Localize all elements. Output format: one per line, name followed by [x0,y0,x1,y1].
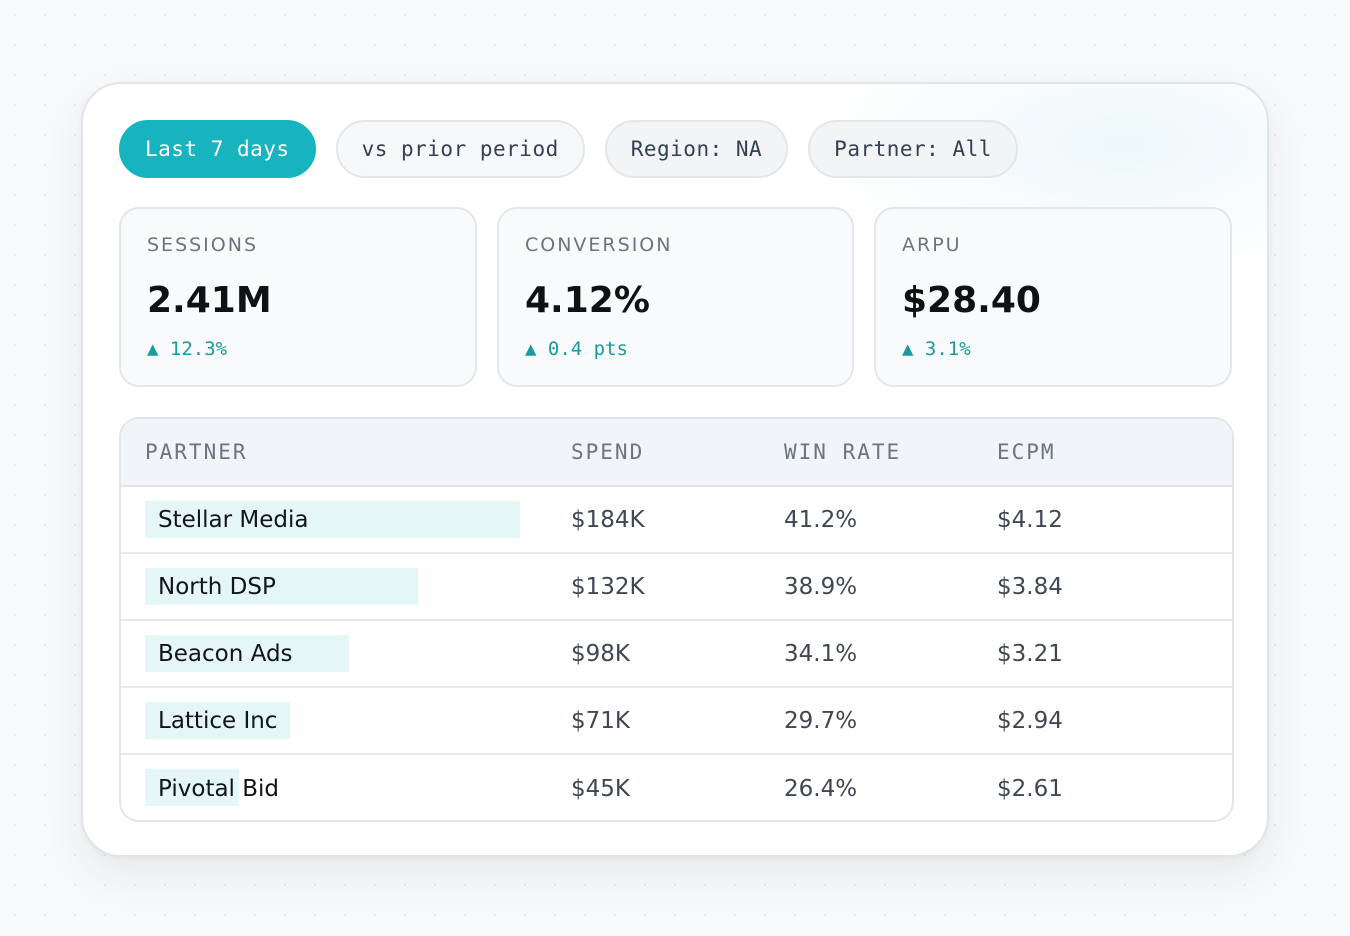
column-header-ecpm[interactable]: ECPM [997,440,1056,464]
filter-chip-comparison[interactable]: vs prior period [335,120,585,178]
partner-name: Stellar Media [158,506,309,533]
win-rate-cell: 41.2% [784,506,858,533]
spend-bar [145,568,418,605]
win-rate-cell: 29.7% [784,707,858,734]
kpi-value: 2.41M [147,280,272,321]
kpi-card-conversion: CONVERSION 4.12% ▲ 0.4 pts [497,207,854,387]
ecpm-cell: $4.12 [997,506,1063,533]
partner-table: PARTNER SPEND WIN RATE ECPM Stellar Medi… [119,417,1234,822]
kpi-value: 4.12% [525,280,650,321]
table-row[interactable]: Pivotal Bid $45K 26.4% $2.61 [121,755,1232,820]
spend-cell: $132K [571,573,645,600]
spend-bar [145,769,239,806]
kpi-label: SESSIONS [147,234,259,256]
spend-bar [145,635,349,672]
column-header-partner[interactable]: PARTNER [145,440,248,464]
spend-cell: $45K [571,775,630,802]
table-row[interactable]: Lattice Inc $71K 29.7% $2.94 [121,688,1232,755]
win-rate-cell: 38.9% [784,573,858,600]
spend-cell: $98K [571,640,630,667]
ecpm-cell: $3.21 [997,640,1063,667]
filter-chip-region[interactable]: Region: NA [604,120,789,178]
filter-chip-partner[interactable]: Partner: All [808,120,1018,178]
kpi-label: CONVERSION [525,234,673,256]
spend-cell: $184K [571,506,645,533]
kpi-card-sessions: SESSIONS 2.41M ▲ 12.3% [119,207,477,387]
kpi-value: $28.40 [902,280,1041,321]
kpi-delta: ▲ 12.3% [147,338,228,360]
partner-cell: Pivotal Bid [121,755,571,820]
ecpm-cell: $2.61 [997,775,1063,802]
partner-cell: North DSP [121,554,571,619]
win-rate-cell: 34.1% [784,640,858,667]
partner-name: Pivotal Bid [158,775,280,802]
kpi-row: SESSIONS 2.41M ▲ 12.3% CONVERSION 4.12% … [119,207,1232,387]
kpi-card-arpu: ARPU $28.40 ▲ 3.1% [874,207,1232,387]
spend-bar [145,702,290,739]
kpi-label: ARPU [902,234,962,256]
kpi-delta: ▲ 0.4 pts [525,338,628,360]
filter-bar: Last 7 days vs prior period Region: NA P… [119,120,1018,178]
dashboard-card: Last 7 days vs prior period Region: NA P… [81,82,1269,857]
column-header-spend[interactable]: SPEND [571,440,645,464]
table-header: PARTNER SPEND WIN RATE ECPM [121,419,1232,487]
partner-cell: Lattice Inc [121,688,571,753]
partner-name: Lattice Inc [158,707,278,734]
spend-cell: $71K [571,707,630,734]
ecpm-cell: $3.84 [997,573,1063,600]
partner-cell: Stellar Media [121,487,571,552]
filter-chip-date-range[interactable]: Last 7 days [119,120,316,178]
ecpm-cell: $2.94 [997,707,1063,734]
kpi-delta: ▲ 3.1% [902,338,971,360]
partner-name: North DSP [158,573,276,600]
win-rate-cell: 26.4% [784,775,858,802]
column-header-win-rate[interactable]: WIN RATE [784,440,902,464]
table-row[interactable]: Stellar Media $184K 41.2% $4.12 [121,487,1232,554]
partner-name: Beacon Ads [158,640,293,667]
partner-cell: Beacon Ads [121,621,571,686]
spend-bar [145,501,520,538]
table-row[interactable]: North DSP $132K 38.9% $3.84 [121,554,1232,621]
table-row[interactable]: Beacon Ads $98K 34.1% $3.21 [121,621,1232,688]
